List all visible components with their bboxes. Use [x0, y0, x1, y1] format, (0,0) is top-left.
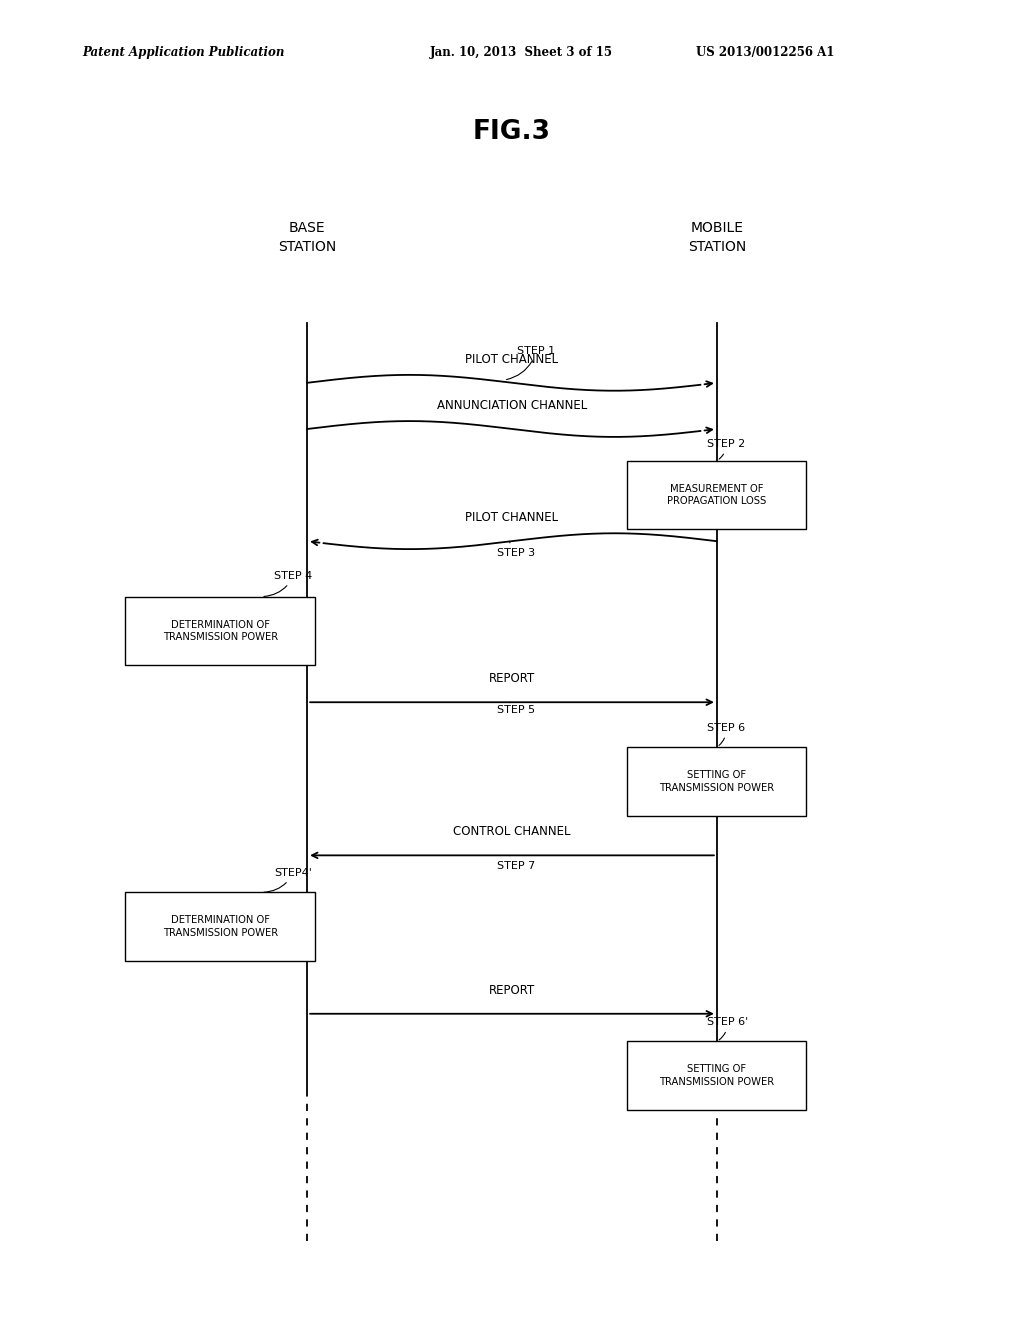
- Text: DETERMINATION OF
TRANSMISSION POWER: DETERMINATION OF TRANSMISSION POWER: [163, 619, 278, 643]
- Text: US 2013/0012256 A1: US 2013/0012256 A1: [696, 46, 835, 59]
- Bar: [627, 461, 806, 529]
- Text: CONTROL CHANNEL: CONTROL CHANNEL: [454, 825, 570, 838]
- Text: STEP 6: STEP 6: [707, 722, 744, 746]
- Text: ANNUNCIATION CHANNEL: ANNUNCIATION CHANNEL: [437, 399, 587, 412]
- Text: PILOT CHANNEL: PILOT CHANNEL: [466, 352, 558, 366]
- Text: Jan. 10, 2013  Sheet 3 of 15: Jan. 10, 2013 Sheet 3 of 15: [430, 46, 613, 59]
- Bar: [627, 747, 806, 816]
- Text: SETTING OF
TRANSMISSION POWER: SETTING OF TRANSMISSION POWER: [659, 1064, 774, 1088]
- Text: STEP 3: STEP 3: [497, 541, 535, 558]
- Text: FIG.3: FIG.3: [473, 119, 551, 145]
- Text: STEP 7: STEP 7: [497, 855, 535, 871]
- Text: PILOT CHANNEL: PILOT CHANNEL: [466, 511, 558, 524]
- Text: DETERMINATION OF
TRANSMISSION POWER: DETERMINATION OF TRANSMISSION POWER: [163, 915, 278, 939]
- Bar: [627, 1041, 806, 1110]
- Bar: [125, 892, 315, 961]
- Text: MOBILE
STATION: MOBILE STATION: [688, 222, 745, 253]
- Text: BASE
STATION: BASE STATION: [279, 222, 336, 253]
- Text: REPORT: REPORT: [488, 983, 536, 997]
- Text: STEP 2: STEP 2: [707, 438, 744, 459]
- Bar: [125, 597, 315, 665]
- Text: STEP 5: STEP 5: [497, 702, 535, 715]
- Text: STEP 4: STEP 4: [264, 570, 312, 597]
- Text: STEP 1: STEP 1: [507, 346, 555, 380]
- Text: MEASUREMENT OF
PROPAGATION LOSS: MEASUREMENT OF PROPAGATION LOSS: [668, 483, 766, 507]
- Text: REPORT: REPORT: [488, 672, 536, 685]
- Text: Patent Application Publication: Patent Application Publication: [82, 46, 285, 59]
- Text: STEP4': STEP4': [264, 867, 312, 892]
- Text: SETTING OF
TRANSMISSION POWER: SETTING OF TRANSMISSION POWER: [659, 770, 774, 793]
- Text: STEP 6': STEP 6': [707, 1016, 748, 1040]
